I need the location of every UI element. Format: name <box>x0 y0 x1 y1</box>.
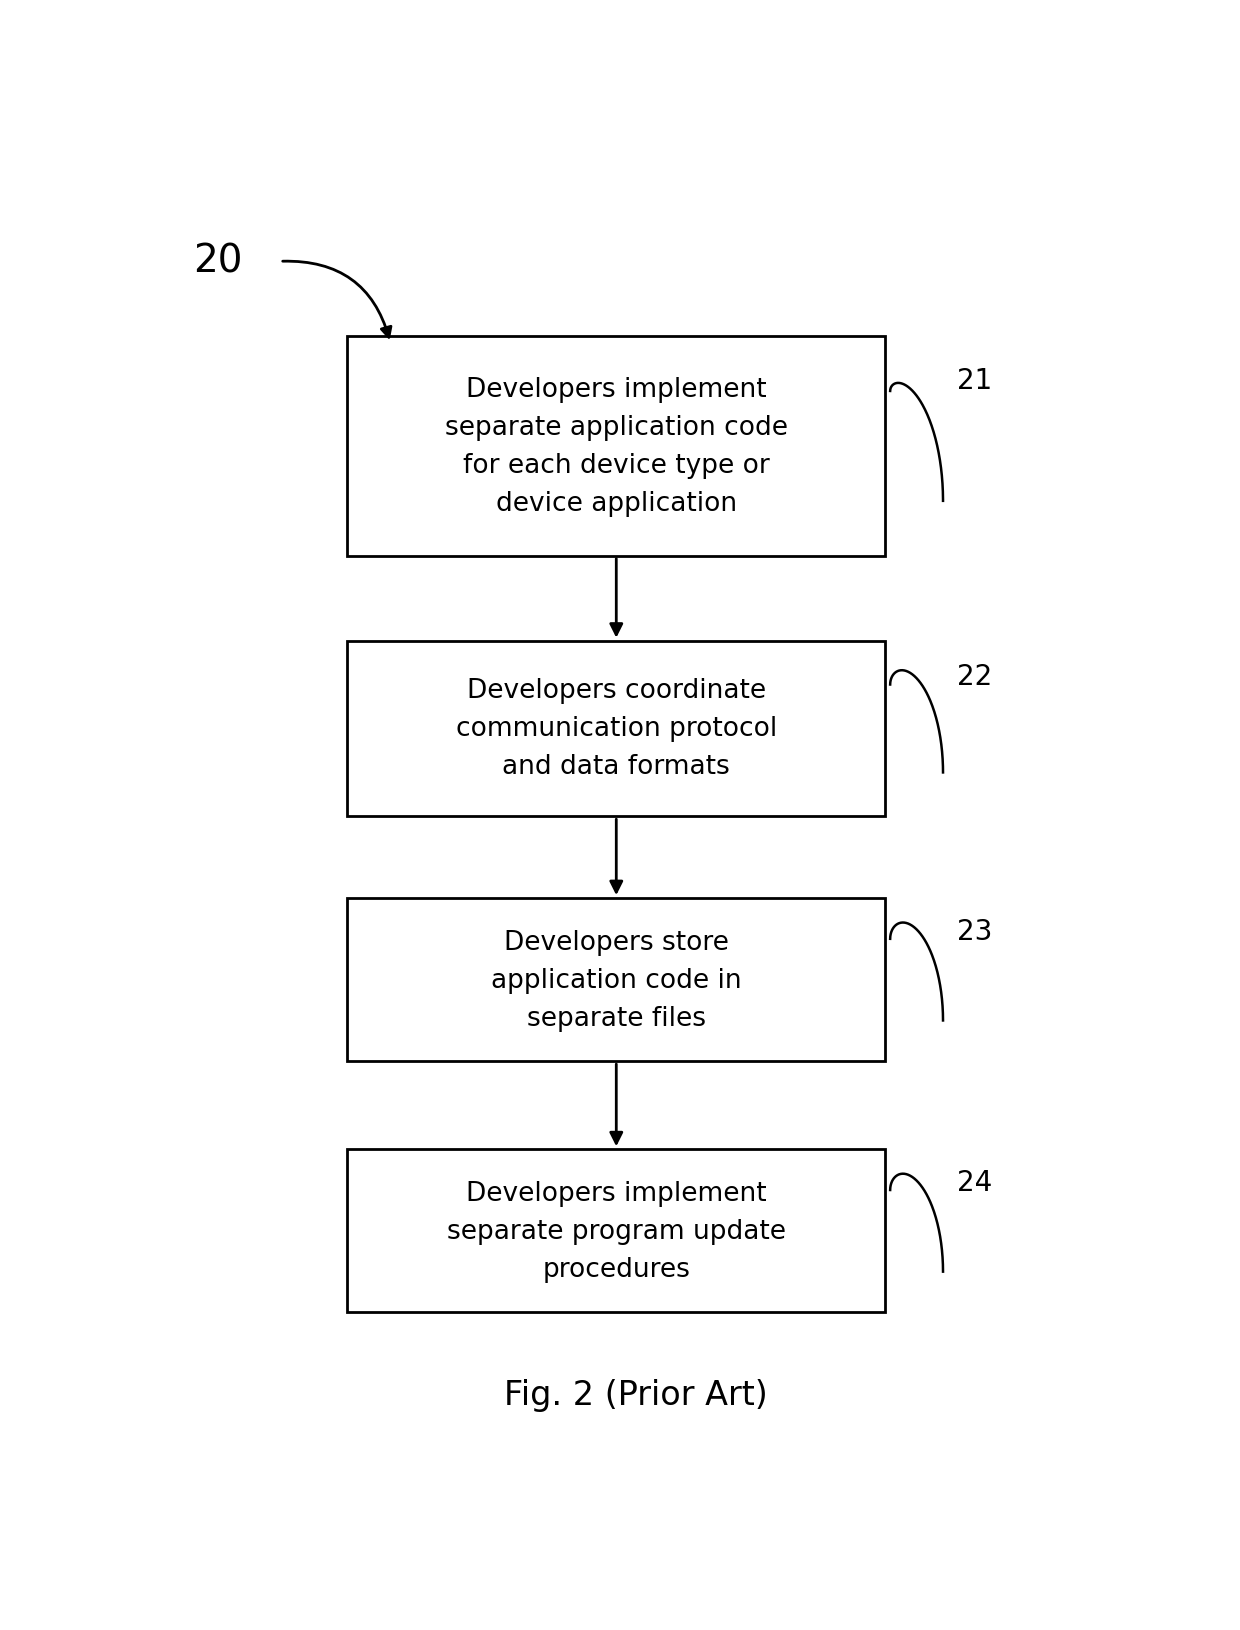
Text: 20: 20 <box>193 241 243 280</box>
Text: Developers coordinate
communication protocol
and data formats: Developers coordinate communication prot… <box>455 678 777 781</box>
Text: Fig. 2 (Prior Art): Fig. 2 (Prior Art) <box>503 1377 768 1410</box>
Text: 24: 24 <box>957 1169 993 1196</box>
FancyArrowPatch shape <box>283 262 391 337</box>
Bar <box>347 641 885 817</box>
Text: Developers implement
separate application code
for each device type or
device ap: Developers implement separate applicatio… <box>445 377 787 517</box>
Text: 22: 22 <box>957 662 993 689</box>
Bar <box>347 898 885 1061</box>
Text: Developers store
application code in
separate files: Developers store application code in sep… <box>491 929 742 1032</box>
Text: 21: 21 <box>957 367 993 394</box>
Text: 23: 23 <box>957 918 993 945</box>
Bar <box>347 337 885 556</box>
Bar <box>347 1149 885 1312</box>
Text: Developers implement
separate program update
procedures: Developers implement separate program up… <box>446 1180 786 1283</box>
